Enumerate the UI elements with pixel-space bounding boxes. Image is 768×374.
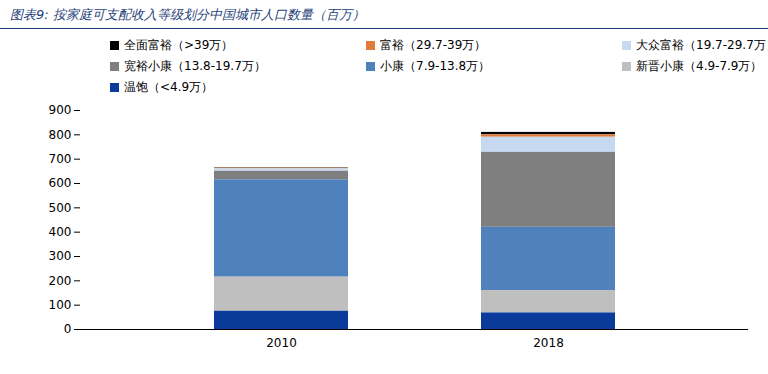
svg-text:800: 800 bbox=[49, 128, 72, 142]
svg-text:2018: 2018 bbox=[533, 336, 564, 350]
svg-text:200: 200 bbox=[49, 274, 72, 288]
svg-text:500: 500 bbox=[49, 201, 72, 215]
html-text:富裕（29.7-39万）: 富裕（29.7-39万） bbox=[380, 38, 487, 52]
svg-text:400: 400 bbox=[49, 225, 72, 239]
svg-text:300: 300 bbox=[49, 249, 72, 263]
svg-text:600: 600 bbox=[49, 176, 72, 190]
html-text:温饱（<4.9万）: 温饱（<4.9万） bbox=[124, 80, 214, 94]
html-text:新晋小康（4.9-7.9万）: 新晋小康（4.9-7.9万） bbox=[636, 59, 763, 73]
svg-text:900: 900 bbox=[49, 103, 72, 117]
svg-text:100: 100 bbox=[49, 298, 72, 312]
html-text:小康（7.9-13.8万）: 小康（7.9-13.8万） bbox=[380, 59, 491, 73]
html-text:图表9: 按家庭可支配收入等级划分中国城市人口数量（百万）: 图表9: 按家庭可支配收入等级划分中国城市人口数量（百万） bbox=[10, 7, 365, 22]
svg-text:700: 700 bbox=[49, 152, 72, 166]
svg-text:0: 0 bbox=[64, 322, 72, 336]
svg-text:2010: 2010 bbox=[266, 336, 297, 350]
html-text:宽裕小康（13.8-19.7万）: 宽裕小康（13.8-19.7万） bbox=[124, 59, 266, 73]
html-text:全面富裕（>39万）: 全面富裕（>39万） bbox=[124, 38, 234, 52]
